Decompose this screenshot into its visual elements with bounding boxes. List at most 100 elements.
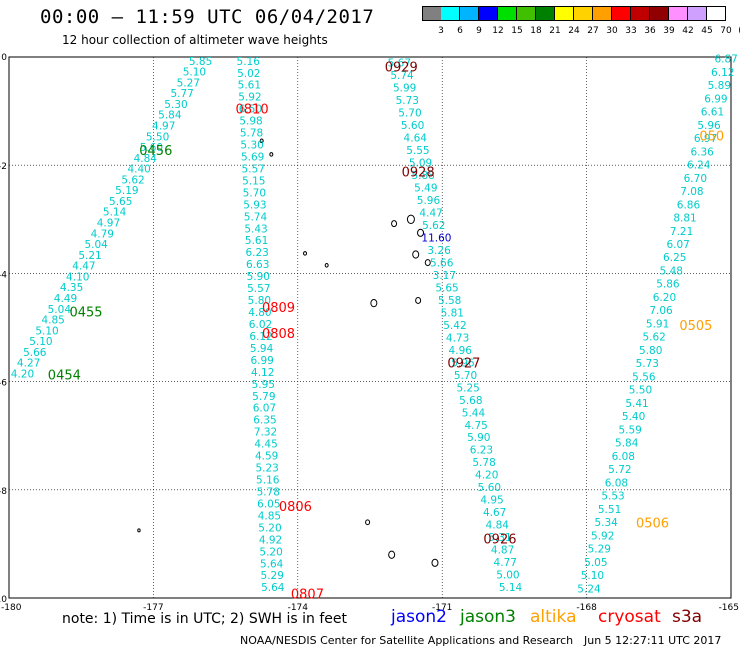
wave-height-value: 4.85: [258, 510, 281, 522]
wave-height-value: 5.99: [393, 82, 416, 94]
wave-height-value: 5.21: [78, 250, 101, 262]
legend-swatch: [650, 6, 669, 21]
wave-height-value: 4.12: [251, 367, 274, 379]
wave-height-value: 4.84: [134, 153, 158, 165]
wave-height-value: 5.27: [177, 77, 200, 89]
map-frame: [8, 56, 732, 599]
wave-height-value: 5.80: [639, 345, 662, 357]
wave-height-value: 4.79: [91, 228, 114, 240]
island-outline: [259, 138, 264, 144]
wave-height-value: 5.24: [577, 583, 601, 595]
wave-height-value: 5.16: [237, 56, 261, 68]
wave-height-value: 11.60: [421, 232, 451, 244]
wave-height-value: 5.23: [255, 463, 278, 475]
legend-label: 6: [457, 26, 463, 36]
legend-label: 12: [492, 26, 504, 36]
island-outline: [417, 228, 425, 237]
wave-height-value: 7.21: [670, 226, 693, 238]
wave-height-value: 4.49: [54, 293, 77, 305]
wave-height-value: 5.78: [257, 486, 280, 498]
wave-height-value: 5.55: [406, 145, 429, 157]
wave-height-value: 4.47: [72, 261, 95, 273]
wave-height-value: 4.97: [152, 120, 175, 132]
pass-time-label: 0454: [48, 369, 81, 384]
legend-swatch: [479, 6, 498, 21]
legend-swatch: [555, 6, 574, 21]
pass-time-label: 0810: [236, 102, 269, 117]
wave-height-value: 5.41: [625, 398, 648, 410]
wave-height-value: 5.88: [411, 170, 434, 182]
wave-height-value: 4.84: [486, 520, 510, 532]
wave-height-value: 5.90: [247, 271, 270, 283]
wave-height-value: 7.06: [649, 305, 673, 317]
legend-label: 45: [701, 26, 713, 36]
wave-height-value: 6.99: [250, 355, 273, 367]
legend-label: 36: [644, 26, 656, 36]
wave-height-value: 6.05: [257, 498, 280, 510]
legend-label: 27: [587, 26, 599, 36]
legend-label: 33: [625, 26, 637, 36]
pass-time-label: 0928: [402, 166, 435, 181]
wave-height-value: 7.32: [254, 427, 277, 439]
wave-height-value: 4.27: [17, 358, 40, 370]
legend-swatch: [593, 6, 612, 21]
wave-height-value: 5.74: [244, 211, 268, 223]
wave-height-value: 5.10: [581, 570, 604, 582]
wave-height-value: 5.80: [248, 295, 271, 307]
wave-height-value: 5.64: [261, 582, 285, 594]
wave-height-value: 5.10: [183, 67, 206, 79]
wave-height-value: 5.91: [646, 318, 669, 330]
wave-height-value: 5.50: [629, 385, 652, 397]
longitude-label: -168: [576, 603, 597, 613]
wave-height-value: 5.15: [242, 175, 265, 187]
pass-time-label: 0806: [279, 500, 312, 515]
wave-height-value: 4.95: [480, 495, 503, 507]
wave-height-value: 5.92: [591, 530, 614, 542]
satellite-label-cryosat: cryosat: [598, 607, 661, 627]
wave-height-value: 5.93: [243, 199, 266, 211]
wave-height-value: 4.87: [491, 545, 514, 557]
wave-height-value: 5.56: [632, 371, 656, 383]
wave-height-value: 4.35: [60, 282, 83, 294]
pass-time-label: 0809: [262, 301, 295, 316]
longitude-label: -174: [288, 603, 309, 613]
wave-height-value: 5.40: [622, 411, 645, 423]
pass-time-label: 0456: [139, 144, 172, 159]
wave-height-value: 6.24: [687, 160, 711, 172]
generation-timestamp: Jun 5 12:27:11 UTC 2017: [584, 634, 722, 647]
wave-height-value: 6.12: [711, 67, 734, 79]
wave-height-value: 5.60: [401, 120, 424, 132]
wave-height-value: 5.34: [594, 517, 618, 529]
wave-height-value: 5.66: [430, 257, 454, 269]
wave-height-value: 5.00: [496, 570, 519, 582]
wave-height-value: 5.14: [103, 207, 127, 219]
wave-height-value: 6.61: [701, 107, 724, 119]
legend-label: 39: [663, 26, 675, 36]
wave-height-value: 5.85: [189, 56, 212, 68]
wave-height-value: 6.99: [704, 93, 727, 105]
wave-height-value: 6.07: [666, 239, 689, 251]
wave-height-value: 6.97: [694, 133, 717, 145]
longitude-label: -180: [1, 603, 22, 613]
wave-height-value: 4.10: [66, 271, 89, 283]
wave-height-value: 6.20: [653, 292, 676, 304]
legend-label: 3: [438, 26, 444, 36]
wave-height-value: 4.97: [97, 218, 120, 230]
wave-height-value: 5.48: [660, 265, 683, 277]
wave-height-value: 5.58: [438, 295, 461, 307]
wave-height-value: 4.75: [464, 420, 487, 432]
map-title: 00:00 – 11:59 UTC 06/04/2017: [40, 6, 375, 28]
wave-height-value: 5.29: [588, 544, 611, 556]
satellite-label-jason2: jason2: [391, 607, 447, 627]
legend-swatch: [517, 6, 536, 21]
wave-height-value: 6.25: [663, 252, 686, 264]
island-outline: [424, 259, 431, 267]
wave-height-value: 5.44: [462, 407, 486, 419]
credit-line: NOAA/NESDIS Center for Satellite Applica…: [240, 634, 574, 647]
wave-height-value: 4.67: [483, 507, 506, 519]
wave-height-value: 3.17: [433, 270, 456, 282]
wave-height-value: 4.96: [449, 345, 473, 357]
wave-height-value: 5.62: [422, 220, 445, 232]
wave-height-value: 5.69: [241, 151, 264, 163]
wave-height-value: 6.63: [246, 259, 269, 271]
